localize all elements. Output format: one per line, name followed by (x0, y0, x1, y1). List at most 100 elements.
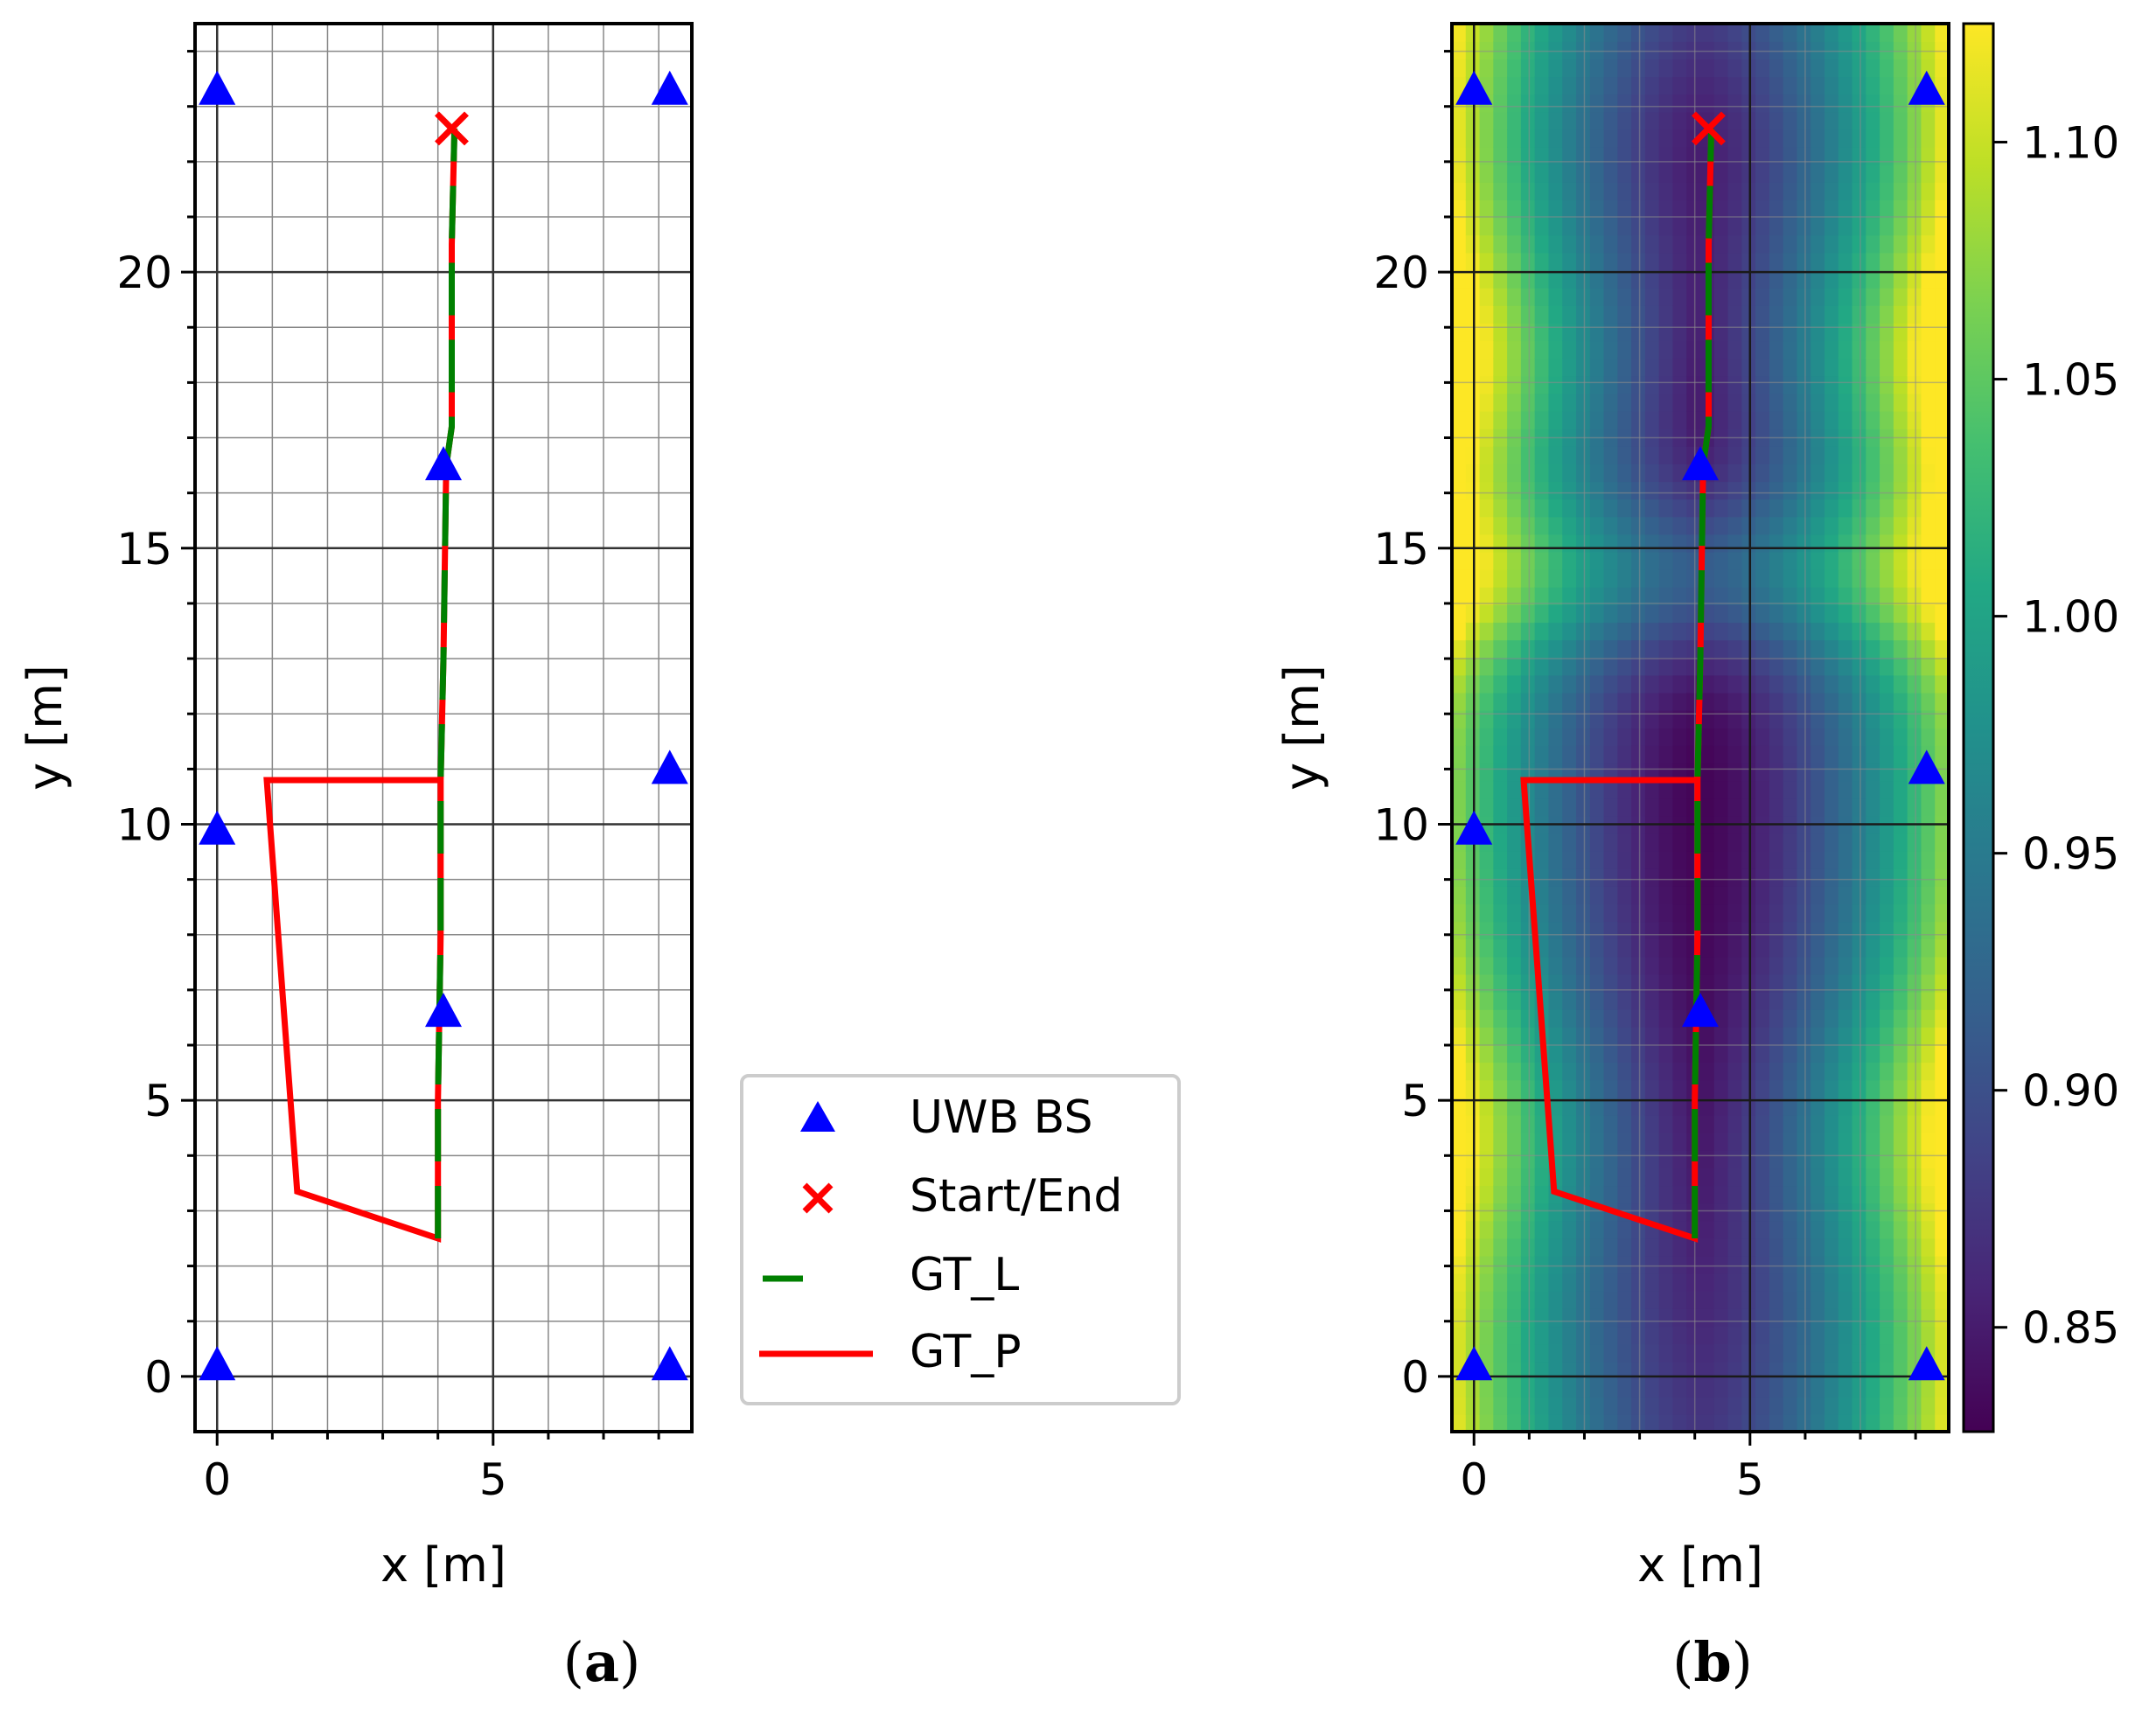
heatmap-cell (1520, 1220, 1536, 1239)
heatmap-cell (1825, 604, 1839, 624)
heatmap-cell (1658, 728, 1674, 746)
heatmap-cell (1603, 709, 1619, 729)
heatmap-cell (1700, 763, 1715, 782)
heatmap-cell (1589, 516, 1605, 535)
heatmap-cell (1921, 1062, 1936, 1081)
heatmap-cell (1769, 1237, 1784, 1257)
heatmap-cell (1644, 1009, 1660, 1028)
heatmap-cell (1548, 217, 1564, 236)
heatmap-cell (1644, 604, 1660, 624)
heatmap-cell (1658, 41, 1674, 60)
heatmap-cell (1452, 199, 1467, 219)
heatmap-cell (1520, 587, 1536, 605)
heatmap-cell (1672, 763, 1688, 782)
heatmap-cell (1452, 516, 1467, 535)
heatmap-cell (1797, 745, 1812, 764)
heatmap-cell (1507, 1114, 1522, 1133)
heatmap-cell (1644, 464, 1660, 483)
heatmap-cell (1617, 129, 1632, 148)
heatmap-cell (1811, 305, 1825, 324)
legend-start-end-marker (802, 1182, 834, 1214)
heatmap-cell (1713, 1308, 1729, 1328)
heatmap-cell (1852, 393, 1867, 412)
heatmap-cell (1700, 1185, 1715, 1204)
heatmap-cell (1866, 516, 1880, 535)
heatmap-cell (1700, 41, 1715, 60)
heatmap-cell (1852, 287, 1867, 306)
heatmap-cell (1644, 1308, 1660, 1328)
heatmap-cell (1534, 41, 1550, 60)
heatmap-cell (1617, 199, 1632, 219)
heatmap-cell (1866, 1326, 1880, 1345)
heatmap-cell (1797, 1079, 1812, 1098)
heatmap-cell (1576, 1097, 1591, 1116)
heatmap-cell (1479, 745, 1495, 764)
heatmap-cell (1893, 657, 1908, 676)
heatmap-cell (1921, 903, 1936, 923)
heatmap-cell (1769, 1413, 1784, 1432)
uwb-bs-marker (1455, 70, 1493, 105)
heatmap-cell (1631, 393, 1646, 412)
heatmap-cell (1452, 674, 1467, 694)
heatmap-cell (1755, 1291, 1770, 1309)
heatmap-cell (1921, 1396, 1936, 1415)
heatmap-cell (1921, 921, 1936, 940)
heatmap-cell (1658, 252, 1674, 271)
heatmap-cell (1852, 1044, 1867, 1063)
heatmap-cell (1631, 217, 1646, 236)
heatmap-cell (1452, 252, 1467, 271)
heatmap-cell (1893, 269, 1908, 289)
heatmap-cell (1769, 252, 1784, 271)
heatmap-cell (1907, 780, 1922, 799)
heatmap-cell (1838, 533, 1853, 553)
heatmap-cell (1644, 780, 1660, 799)
heatmap-cell (1658, 1097, 1674, 1116)
heatmap-cell (1493, 868, 1508, 887)
heatmap-cell (1603, 217, 1619, 236)
heatmap-cell (1880, 568, 1894, 588)
heatmap-cell (1727, 111, 1743, 130)
heatmap-cell (1852, 182, 1867, 201)
heatmap-cell (1797, 763, 1812, 782)
heatmap-cell (1880, 1237, 1894, 1257)
heatmap-cell (1507, 1185, 1522, 1204)
heatmap-cell (1880, 1396, 1894, 1415)
heatmap-cell (1755, 481, 1770, 500)
heatmap-cell (1797, 1168, 1812, 1187)
heatmap-cell (1811, 111, 1825, 130)
heatmap-cell (1797, 305, 1812, 324)
heatmap-cell (1838, 516, 1853, 535)
heatmap-cell (1672, 1308, 1688, 1328)
heatmap-cell (1838, 94, 1853, 113)
heatmap-cell (1783, 129, 1798, 148)
heatmap-cell (1479, 1308, 1495, 1328)
heatmap-cell (1589, 24, 1605, 42)
panel-b-caption-letter: b (1693, 1630, 1731, 1694)
heatmap-cell (1644, 587, 1660, 605)
heatmap-cell (1644, 1044, 1660, 1063)
heatmap-cell (1672, 1343, 1688, 1363)
heatmap-cell (1893, 24, 1908, 42)
heatmap-cell (1713, 358, 1729, 377)
heatmap-cell (1797, 146, 1812, 165)
legend-box (740, 1074, 1181, 1405)
heatmap-cell (1617, 1132, 1632, 1151)
heatmap-cell (1811, 41, 1825, 60)
heatmap-cell (1825, 1027, 1839, 1046)
heatmap-cell (1644, 252, 1660, 271)
heatmap-cell (1852, 1062, 1867, 1081)
heatmap-cell (1534, 763, 1550, 782)
heatmap-cell (1783, 921, 1798, 940)
heatmap-cell (1603, 129, 1619, 148)
heatmap-cell (1838, 850, 1853, 869)
heatmap-cell (1507, 938, 1522, 958)
heatmap-cell (1576, 111, 1591, 130)
heatmap-cell (1479, 1079, 1495, 1098)
heatmap-cell (1576, 358, 1591, 377)
heatmap-cell (1769, 146, 1784, 165)
heatmap-cell (1672, 323, 1688, 342)
heatmap-cell (1520, 498, 1536, 518)
heatmap-cell (1644, 956, 1660, 975)
heatmap-cell (1921, 393, 1936, 412)
heatmap-cell (1880, 1079, 1894, 1098)
